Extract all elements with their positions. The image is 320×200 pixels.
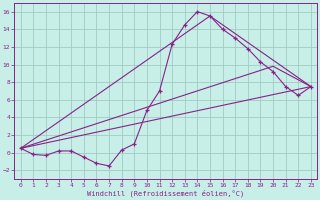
X-axis label: Windchill (Refroidissement éolien,°C): Windchill (Refroidissement éolien,°C) xyxy=(87,190,244,197)
